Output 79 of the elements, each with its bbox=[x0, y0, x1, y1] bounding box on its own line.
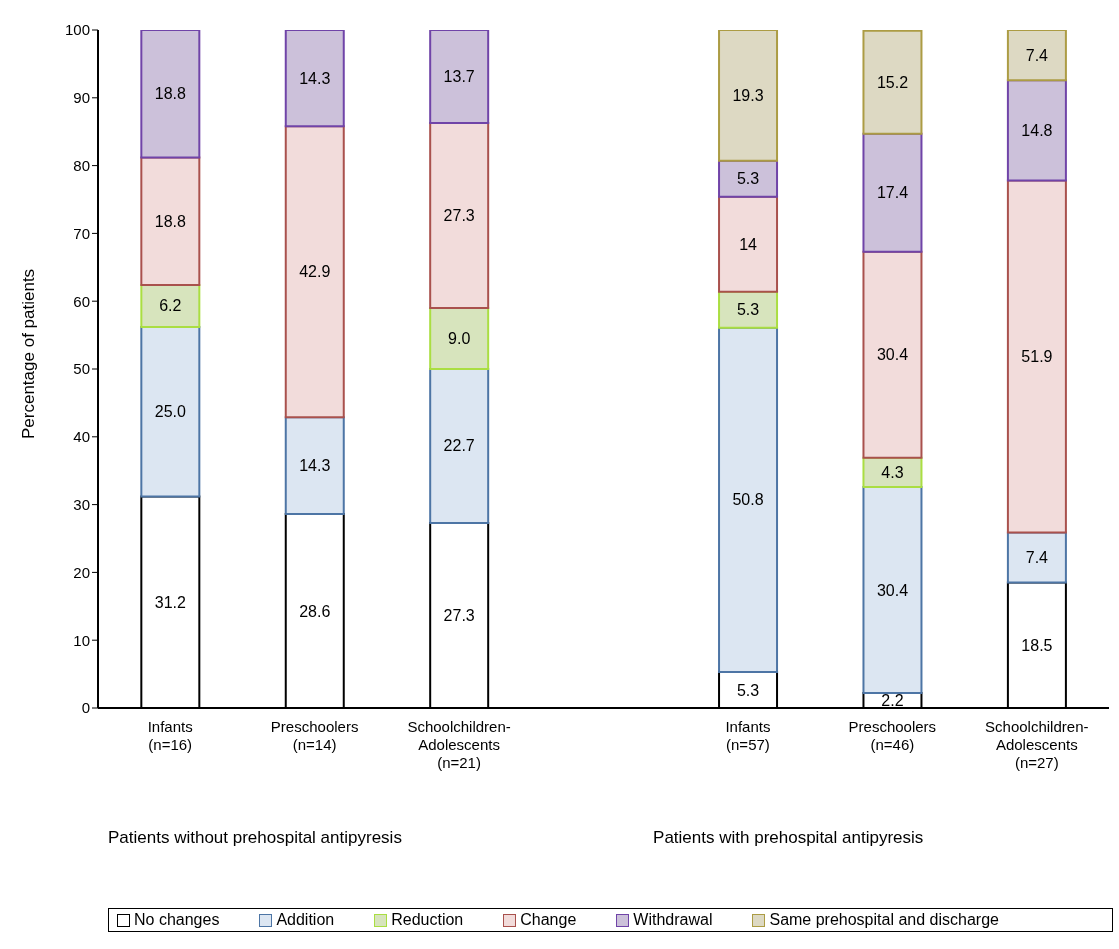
y-tick-label: 60 bbox=[73, 292, 90, 310]
x-tick-label: Schoolchildren- Adolescents (n=21) bbox=[407, 718, 511, 771]
bar bbox=[140, 283, 201, 328]
legend-label: Reduction bbox=[390, 911, 464, 929]
y-tick-label: 70 bbox=[73, 224, 90, 242]
legend-label: Same prehospital and discharge bbox=[768, 911, 999, 929]
bar bbox=[1006, 531, 1067, 584]
bar bbox=[429, 368, 490, 524]
y-tick-label: 100 bbox=[64, 21, 90, 39]
text: Patients with prehospital antipyresis bbox=[653, 828, 925, 848]
x-tick-label: Preschoolers (n=14) bbox=[270, 718, 359, 753]
bar bbox=[862, 132, 923, 253]
bar bbox=[140, 156, 201, 286]
y-tick-label: 30 bbox=[73, 495, 90, 513]
bar bbox=[284, 416, 345, 516]
data-label: 51.9 bbox=[1021, 347, 1053, 365]
bar bbox=[718, 195, 779, 293]
y-tick-label: 0 bbox=[81, 699, 90, 717]
bar bbox=[284, 30, 345, 128]
y-tick-label: 50 bbox=[73, 360, 90, 378]
x-tick-label: Schoolchildren- Adolescents (n=27) bbox=[985, 718, 1089, 771]
data-label: 28.6 bbox=[299, 602, 331, 620]
data-label: 17.4 bbox=[876, 184, 909, 202]
bar bbox=[718, 30, 779, 162]
legend-label: Change bbox=[519, 911, 577, 929]
legend-label: Addition bbox=[275, 911, 335, 929]
bar bbox=[1006, 179, 1067, 534]
bar bbox=[862, 250, 923, 459]
data-label: 4.3 bbox=[881, 463, 904, 481]
data-label: 7.4 bbox=[1025, 46, 1049, 64]
data-label: 19.3 bbox=[732, 86, 764, 104]
data-label: 50.8 bbox=[732, 491, 764, 509]
bar bbox=[1006, 79, 1067, 182]
legend-label: Withdrawal bbox=[632, 911, 713, 929]
bar bbox=[862, 30, 923, 135]
data-label: 5.3 bbox=[736, 301, 760, 319]
bar bbox=[140, 325, 201, 498]
data-label: 31.2 bbox=[154, 593, 186, 611]
data-label: 27.3 bbox=[443, 606, 475, 624]
data-label: 42.9 bbox=[299, 263, 331, 281]
data-label: 14 bbox=[739, 235, 758, 253]
data-label: 5.3 bbox=[736, 681, 760, 699]
data-label: 22.7 bbox=[443, 437, 475, 455]
legend-label: No changes bbox=[133, 911, 220, 929]
data-label: 13.7 bbox=[443, 67, 475, 85]
bar bbox=[429, 306, 490, 370]
bar bbox=[862, 485, 923, 695]
data-label: 30.4 bbox=[876, 346, 909, 364]
bar bbox=[429, 30, 490, 124]
data-label: 6.2 bbox=[159, 297, 182, 315]
data-label: 5.3 bbox=[736, 170, 760, 188]
y-tick-label: 10 bbox=[73, 631, 90, 649]
y-tick-label: 80 bbox=[73, 156, 90, 174]
data-label: 15.2 bbox=[876, 73, 909, 91]
text: Patients without prehospital antipyresis bbox=[108, 828, 403, 848]
data-label: 2.2 bbox=[881, 692, 904, 710]
bar bbox=[140, 30, 201, 159]
data-label: 27.3 bbox=[443, 206, 475, 224]
bar bbox=[1006, 30, 1067, 82]
data-label: 18.5 bbox=[1021, 636, 1053, 654]
data-label: 14.8 bbox=[1021, 121, 1053, 139]
data-label: 30.4 bbox=[876, 581, 909, 599]
data-label: 14.3 bbox=[299, 69, 331, 87]
bar bbox=[284, 125, 345, 419]
y-tick-label: 20 bbox=[73, 563, 90, 581]
x-tick-label: Preschoolers (n=46) bbox=[848, 718, 937, 753]
data-label: 18.8 bbox=[154, 212, 186, 230]
bar bbox=[429, 121, 490, 309]
data-label: 14.3 bbox=[299, 457, 331, 475]
x-tick-label: Infants (n=16) bbox=[147, 718, 193, 753]
y-tick-label: 40 bbox=[73, 428, 90, 446]
data-label: 25.0 bbox=[154, 403, 186, 421]
bar bbox=[718, 326, 779, 674]
data-label: 18.8 bbox=[154, 85, 186, 103]
y-tick-label: 90 bbox=[73, 89, 90, 107]
data-label: 7.4 bbox=[1025, 548, 1049, 566]
data-label: 9.0 bbox=[448, 329, 471, 347]
y-axis-title: Percentage of patients bbox=[19, 268, 39, 439]
x-tick-label: Infants (n=57) bbox=[725, 718, 771, 753]
